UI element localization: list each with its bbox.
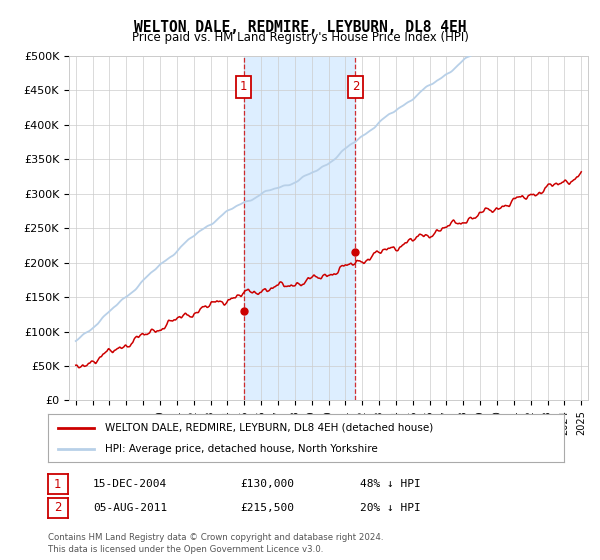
Text: 2: 2 [352, 81, 359, 94]
Text: £130,000: £130,000 [240, 479, 294, 489]
Text: 1: 1 [54, 478, 62, 491]
Text: 05-AUG-2011: 05-AUG-2011 [93, 503, 167, 513]
Text: Contains HM Land Registry data © Crown copyright and database right 2024.: Contains HM Land Registry data © Crown c… [48, 533, 383, 542]
Text: Price paid vs. HM Land Registry's House Price Index (HPI): Price paid vs. HM Land Registry's House … [131, 31, 469, 44]
Text: 15-DEC-2004: 15-DEC-2004 [93, 479, 167, 489]
Text: WELTON DALE, REDMIRE, LEYBURN, DL8 4EH (detached house): WELTON DALE, REDMIRE, LEYBURN, DL8 4EH (… [105, 423, 433, 433]
Text: This data is licensed under the Open Government Licence v3.0.: This data is licensed under the Open Gov… [48, 545, 323, 554]
Bar [244, 56, 355, 400]
Text: 2: 2 [54, 501, 62, 515]
Text: WELTON DALE, REDMIRE, LEYBURN, DL8 4EH: WELTON DALE, REDMIRE, LEYBURN, DL8 4EH [134, 20, 466, 35]
Text: 20% ↓ HPI: 20% ↓ HPI [360, 503, 421, 513]
Text: 1: 1 [240, 81, 247, 94]
Text: £215,500: £215,500 [240, 503, 294, 513]
Text: HPI: Average price, detached house, North Yorkshire: HPI: Average price, detached house, Nort… [105, 444, 377, 454]
Text: 48% ↓ HPI: 48% ↓ HPI [360, 479, 421, 489]
